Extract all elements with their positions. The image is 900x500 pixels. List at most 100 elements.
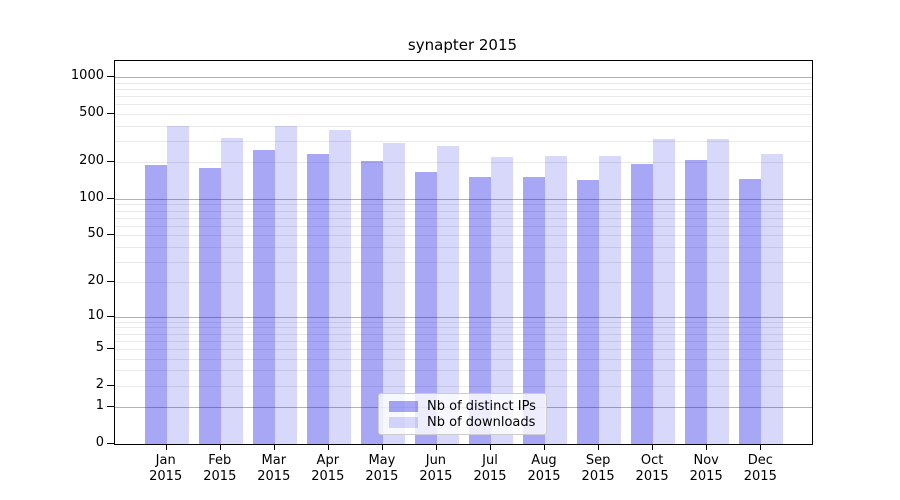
plot-area	[114, 60, 813, 445]
x-tick-apr	[327, 444, 329, 450]
y-tick-100	[107, 197, 114, 199]
bar-jun-downloads	[436, 145, 459, 444]
bar-apr-downloads	[328, 129, 351, 444]
bar-jul-downloads	[491, 157, 513, 444]
y-tick-label-5: 5	[95, 339, 104, 355]
y-tick-1000	[107, 76, 114, 77]
bar-sep-downloads	[599, 156, 622, 444]
y-tick-20	[107, 281, 114, 283]
chart-title: synapter 2015	[407, 36, 518, 54]
gridline-minor-90	[115, 204, 812, 206]
y-tick-200	[107, 161, 114, 163]
x-tick-label-jun: Jun 2015	[419, 453, 453, 484]
gridline-minor-50	[115, 235, 812, 237]
x-tick-label-jul: Jul 2015	[473, 453, 507, 484]
x-tick-jun	[435, 444, 437, 450]
bar-aug-distinct-ips	[523, 176, 545, 444]
legend-swatch-distinct-ips	[389, 400, 418, 412]
legend-item-distinct-ips: Nb of distinct IPs	[389, 399, 536, 414]
bar-mar-downloads	[274, 126, 297, 444]
gridline-minor-600	[115, 104, 812, 106]
y-tick-1	[107, 406, 114, 408]
y-tick-0	[107, 443, 114, 444]
bar-jun-distinct-ips	[414, 172, 437, 444]
bar-jan-distinct-ips	[144, 165, 167, 444]
x-tick-label-jan: Jan 2015	[149, 453, 183, 484]
bar-dec-downloads	[761, 153, 784, 444]
gridline-minor-800	[115, 88, 812, 90]
y-tick-label-20: 20	[87, 273, 104, 289]
bar-mar-distinct-ips	[252, 149, 275, 444]
x-tick-label-may: May 2015	[365, 453, 399, 484]
y-tick-500	[107, 112, 114, 114]
gridline-minor-2	[115, 385, 812, 387]
gridline-major-10	[115, 316, 812, 318]
bar-oct-downloads	[653, 138, 676, 444]
y-tick-label-1: 1	[95, 398, 104, 414]
bar-oct-distinct-ips	[631, 164, 654, 444]
gridline-minor-300	[115, 140, 812, 142]
x-tick-mar	[273, 444, 275, 450]
y-tick-label-500: 500	[79, 104, 104, 120]
x-tick-label-feb: Feb 2015	[203, 453, 237, 484]
bar-aug-downloads	[545, 156, 567, 444]
x-tick-may	[381, 444, 383, 450]
bar-apr-distinct-ips	[306, 154, 329, 444]
y-tick-label-1000: 1000	[70, 68, 104, 83]
x-tick-label-sep: Sep 2015	[581, 453, 615, 484]
bar-dec-distinct-ips	[739, 179, 762, 444]
y-tick-2	[107, 384, 114, 386]
gridline-minor-3	[115, 370, 812, 372]
legend-label-downloads: Nb of downloads	[427, 414, 536, 430]
gridline-minor-70	[115, 217, 812, 219]
x-tick-label-aug: Aug 2015	[527, 453, 561, 484]
x-tick-label-oct: Oct 2015	[635, 453, 669, 484]
gridline-minor-400	[115, 125, 812, 127]
x-tick-dec	[760, 444, 762, 450]
bar-jul-distinct-ips	[469, 176, 491, 444]
bar-sep-distinct-ips	[577, 180, 600, 444]
bar-feb-distinct-ips	[198, 167, 221, 444]
y-tick-label-10: 10	[87, 307, 104, 323]
legend-label-distinct-ips: Nb of distinct IPs	[427, 398, 536, 414]
gridline-minor-6	[115, 340, 812, 342]
x-tick-feb	[219, 444, 221, 450]
bar-feb-downloads	[220, 137, 243, 444]
y-tick-label-0: 0	[95, 435, 104, 450]
bar-nov-distinct-ips	[685, 159, 708, 444]
y-tick-label-100: 100	[79, 189, 104, 205]
y-tick-label-2: 2	[95, 376, 104, 392]
bar-jan-downloads	[166, 125, 189, 444]
gridline-minor-40	[115, 246, 812, 248]
x-tick-label-mar: Mar 2015	[257, 453, 291, 484]
gridline-minor-500	[115, 113, 812, 115]
gridline-major-1000	[115, 77, 812, 78]
legend-swatch-downloads	[389, 416, 418, 428]
y-tick-50	[107, 234, 114, 236]
gridline-minor-9	[115, 321, 812, 323]
x-tick-oct	[652, 444, 654, 450]
y-tick-label-200: 200	[79, 153, 104, 169]
gridline-minor-4	[115, 358, 812, 360]
x-tick-label-apr: Apr 2015	[311, 453, 345, 484]
x-tick-jul	[490, 444, 491, 450]
x-tick-nov	[706, 444, 708, 450]
gridline-minor-80	[115, 210, 812, 212]
bar-may-distinct-ips	[360, 161, 383, 444]
gridline-minor-900	[115, 82, 812, 84]
gridline-major-100	[115, 198, 812, 200]
legend: Nb of distinct IPs Nb of downloads	[378, 393, 547, 435]
y-tick-10	[107, 315, 114, 317]
gridline-minor-30	[115, 261, 812, 263]
x-tick-label-dec: Dec 2015	[743, 453, 777, 484]
gridline-minor-7	[115, 333, 812, 335]
x-tick-jan	[165, 444, 167, 450]
legend-item-downloads: Nb of downloads	[389, 415, 536, 430]
x-tick-sep	[598, 444, 600, 450]
gridline-minor-20	[115, 282, 812, 284]
y-tick-5	[107, 347, 114, 349]
gridline-minor-5	[115, 348, 812, 350]
bar-may-downloads	[382, 142, 405, 444]
gridline-minor-8	[115, 327, 812, 329]
x-tick-label-nov: Nov 2015	[689, 453, 723, 484]
